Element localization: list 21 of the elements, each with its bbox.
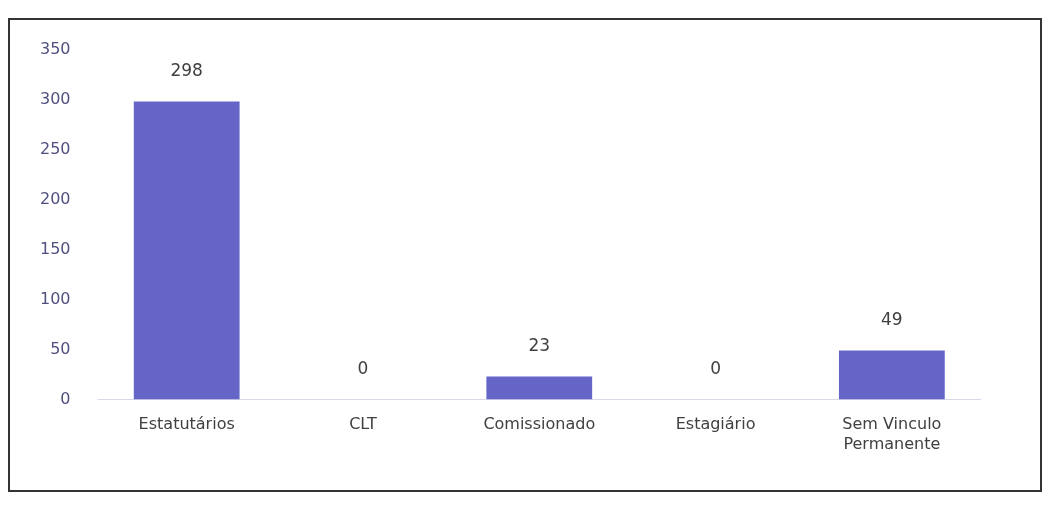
x-tick-label: Estatutários [138, 414, 235, 434]
y-tick-label: 100 [39, 288, 71, 308]
y-tick-label: 150 [39, 238, 71, 258]
y-tick-label: 200 [39, 188, 71, 208]
x-tick-label: CLT [349, 414, 378, 434]
y-tick-label: 50 [50, 338, 71, 358]
y-tick-label: 0 [60, 388, 71, 408]
x-tick-label: Sem Vinculo Permanente [842, 414, 942, 453]
bar [486, 376, 593, 400]
data-label: 49 [881, 308, 903, 329]
data-label: 23 [528, 334, 551, 355]
data-label: 0 [710, 357, 721, 378]
data-label: 0 [357, 357, 369, 378]
y-tick-label: 250 [39, 138, 71, 158]
y-tick-label: 300 [39, 88, 71, 108]
bar [838, 350, 945, 400]
y-tick-label: 350 [39, 38, 71, 58]
data-label: 298 [170, 59, 203, 80]
x-tick-label: Estagiário [675, 414, 756, 434]
bar [133, 101, 240, 400]
x-tick-label: Comissionado [483, 414, 596, 434]
